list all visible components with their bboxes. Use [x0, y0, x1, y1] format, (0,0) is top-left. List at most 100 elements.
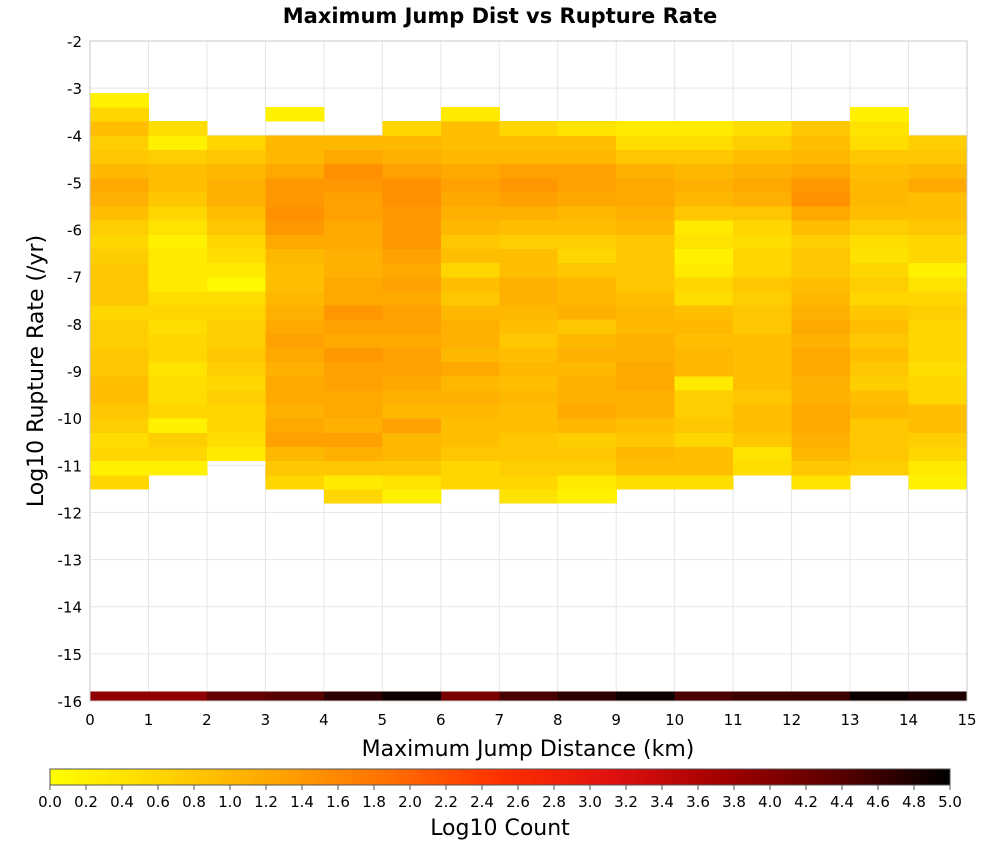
- heatmap-cell: [440, 248, 500, 264]
- heatmap-cell: [323, 418, 383, 433]
- heatmap-cell: [90, 361, 150, 377]
- heatmap-cell: [616, 375, 676, 391]
- heatmap-cell: [148, 347, 208, 363]
- colorbar-tick-label: 3.6: [686, 793, 710, 811]
- heatmap-cells: [90, 92, 968, 702]
- heatmap-cell: [440, 163, 500, 179]
- heatmap-cell: [733, 163, 793, 179]
- heatmap-cell: [674, 290, 734, 306]
- heatmap-cell: [733, 361, 793, 377]
- heatmap-cell: [265, 107, 325, 122]
- colorbar-tick-label: 0.6: [146, 793, 170, 811]
- heatmap-cell: [265, 149, 325, 165]
- heatmap-cell: [557, 404, 617, 419]
- heatmap-cell: [148, 432, 208, 448]
- heatmap-cell: [499, 262, 559, 278]
- colorbar-tick-label: 0.2: [74, 793, 98, 811]
- heatmap-cell: [557, 248, 617, 264]
- heatmap-cell: [206, 220, 266, 235]
- heatmap-cell: [791, 290, 851, 306]
- heatmap-cell: [323, 446, 383, 462]
- heatmap-cell: [206, 347, 266, 363]
- heatmap-cell: [382, 375, 442, 391]
- heatmap-cell: [733, 177, 793, 193]
- plot-frame: [89, 40, 968, 702]
- heatmap-cell: [148, 177, 208, 193]
- heatmap-cell: [440, 389, 500, 405]
- heatmap-cell: [382, 276, 442, 292]
- heatmap-cell: [908, 135, 968, 151]
- heatmap-cell: [440, 149, 500, 165]
- heatmap-cell: [206, 290, 266, 306]
- heatmap-cell: [265, 220, 325, 235]
- heatmap-cell: [148, 319, 208, 334]
- heatmap-cell: [674, 135, 734, 151]
- heatmap-cell: [616, 248, 676, 264]
- heatmap-cell: [90, 262, 150, 278]
- heatmap-cell: [616, 389, 676, 405]
- heatmap-cell: [499, 121, 559, 136]
- heatmap-cell: [265, 418, 325, 433]
- heatmap-cell: [148, 446, 208, 462]
- heatmap-cell: [90, 333, 150, 349]
- heatmap-cell: [382, 290, 442, 306]
- heatmap-cell: [791, 305, 851, 320]
- y-tick-label: -12: [58, 504, 83, 522]
- heatmap-cell: [323, 333, 383, 349]
- colorbar-tick-label: 1.6: [326, 793, 350, 811]
- heatmap-cell: [908, 389, 968, 405]
- x-tick-label: 15: [957, 711, 976, 729]
- heatmap-cell: [557, 432, 617, 448]
- heatmap-cell: [382, 691, 442, 702]
- heatmap-cell: [90, 149, 150, 165]
- heatmap-cell: [557, 375, 617, 391]
- heatmap-cell: [499, 488, 559, 504]
- x-axis-label: Maximum Jump Distance (km): [362, 737, 695, 762]
- heatmap-cell: [850, 220, 910, 235]
- heatmap-cell: [206, 319, 266, 334]
- heatmap-cell: [148, 220, 208, 235]
- heatmap-cell: [791, 446, 851, 462]
- heatmap-cell: [850, 177, 910, 193]
- heatmap-cell: [616, 333, 676, 349]
- heatmap-cell: [791, 432, 851, 448]
- heatmap-cell: [499, 290, 559, 306]
- heatmap-cell: [148, 248, 208, 264]
- heatmap-cell: [616, 404, 676, 419]
- heatmap-cell: [206, 177, 266, 193]
- heatmap-cell: [323, 276, 383, 292]
- heatmap-cell: [674, 361, 734, 377]
- heatmap-cell: [323, 375, 383, 391]
- heatmap-cell: [850, 191, 910, 207]
- heatmap-cell: [90, 389, 150, 405]
- heatmap-cell: [908, 177, 968, 193]
- heatmap-cell: [674, 418, 734, 433]
- heatmap-cell: [616, 691, 676, 702]
- heatmap-cell: [265, 135, 325, 151]
- heatmap-cell: [791, 121, 851, 136]
- heatmap-cell: [908, 361, 968, 377]
- heatmap-cell: [148, 262, 208, 278]
- y-tick-label: -5: [67, 174, 82, 192]
- colorbar-tick-label: 2.8: [542, 793, 566, 811]
- heatmap-cell: [557, 347, 617, 363]
- heatmap-cell: [791, 206, 851, 221]
- heatmap-cell: [908, 149, 968, 165]
- heatmap-cell: [499, 248, 559, 264]
- heatmap-cell: [733, 333, 793, 349]
- heatmap-cell: [850, 262, 910, 278]
- heatmap-cell: [382, 177, 442, 193]
- heatmap-cell: [850, 149, 910, 165]
- heatmap-cell: [616, 234, 676, 250]
- heatmap-cell: [323, 474, 383, 490]
- heatmap-cell: [499, 319, 559, 334]
- heatmap-cell: [850, 276, 910, 292]
- heatmap-cell: [791, 191, 851, 207]
- heatmap-cell: [557, 389, 617, 405]
- heatmap-cell: [674, 446, 734, 462]
- heatmap-cell: [382, 474, 442, 490]
- heatmap-cell: [206, 691, 266, 702]
- heatmap-cell: [382, 347, 442, 363]
- heatmap-cell: [206, 135, 266, 151]
- heatmap-cell: [90, 474, 150, 490]
